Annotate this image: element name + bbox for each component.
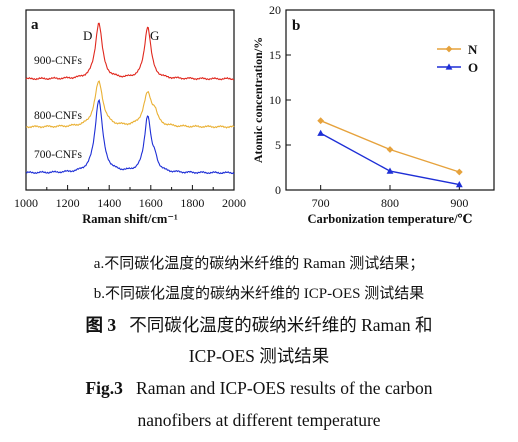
icp-y-tick-label: 5 (275, 138, 281, 152)
icp-series (317, 117, 463, 188)
icp-series-line-O (320, 132, 460, 186)
icp-y-tick-label: 20 (269, 3, 281, 17)
icp-y-axis-label: Atomic concentration/% (251, 37, 265, 163)
legend-marker-N (445, 45, 453, 53)
peak-label-d: D (83, 28, 92, 43)
legend-marker-O (445, 63, 453, 70)
raman-x-tick-label: 2000 (222, 196, 246, 210)
panel-label-a: a (31, 17, 39, 33)
icp-x-axis-label: Carbonization temperature/℃ (307, 212, 472, 226)
icp-point-N (455, 168, 463, 176)
raman-curve-900 (25, 22, 235, 81)
curve-label-800: 800-CNFs (34, 110, 82, 122)
icp-point-O (317, 129, 325, 136)
raman-x-axis-ticks: 1000 1200 1400 1600 1800 2000 (14, 185, 246, 210)
legend-label-O: O (468, 60, 478, 75)
figure-title-en-1: Raman and ICP-OES results of the carbon (136, 378, 433, 398)
caption-sub-b: b.不同碳化温度的碳纳米纤维的 ICP-OES 测试结果 (93, 286, 425, 302)
raman-x-tick-label: 1000 (14, 196, 38, 210)
icp-point-O (455, 181, 463, 188)
figure-title-en-2: nanofibers at different temperature (137, 410, 381, 430)
icp-point-O (386, 167, 394, 174)
raman-curve-700 (25, 98, 235, 175)
legend-label-N: N (468, 42, 478, 57)
icp-point-N (317, 117, 325, 125)
curve-label-700: 700-CNFs (34, 149, 82, 161)
icp-x-tick-label: 900 (450, 196, 468, 210)
icp-point-N (386, 146, 394, 153)
panel-label-b: b (292, 18, 300, 34)
icp-axis-ticks: 0 5 10 15 20 700 800 900 (269, 3, 468, 210)
curve-label-900: 900-CNFs (34, 55, 82, 67)
figure-caption-en: Fig.3 Raman and ICP-OES results of the c… (0, 378, 518, 399)
raman-curve-800 (25, 80, 235, 129)
figure-label-en: Fig.3 (85, 378, 123, 398)
icp-legend: NO (437, 42, 478, 75)
icp-oes-chart: b 0 5 10 15 20 700 800 900 NO Atomic concentrat… (251, 3, 495, 226)
icp-y-tick-label: 10 (269, 93, 281, 107)
icp-x-tick-label: 800 (381, 196, 399, 210)
raman-x-tick-label: 1800 (180, 196, 204, 210)
caption-sub-a: a.不同碳化温度的碳纳米纤维的 Raman 测试结果； (93, 256, 425, 272)
figure-caption-cn: 图 3 不同碳化温度的碳纳米纤维的 Raman 和 (0, 312, 518, 337)
raman-x-tick-label: 1600 (139, 196, 163, 210)
figure-label-cn: 图 3 (85, 315, 117, 335)
raman-x-axis-label: Raman shift/cm⁻¹ (82, 212, 178, 226)
figure-title-cn-2: ICP-OES 测试结果 (188, 346, 330, 366)
raman-spectra-panel: a D G 900-CNFs 800-CNFs 700-CNFs 1000 120… (14, 9, 246, 226)
icp-y-tick-label: 0 (275, 183, 281, 197)
raman-x-tick-label: 1200 (56, 196, 80, 210)
icp-y-tick-label: 15 (269, 48, 281, 62)
peak-label-g: G (150, 28, 159, 43)
icp-x-tick-label: 700 (312, 196, 330, 210)
icp-plot-frame (285, 9, 495, 191)
raman-x-tick-label: 1400 (97, 196, 121, 210)
figure-title-cn-1: 不同碳化温度的碳纳米纤维的 Raman 和 (129, 315, 433, 335)
